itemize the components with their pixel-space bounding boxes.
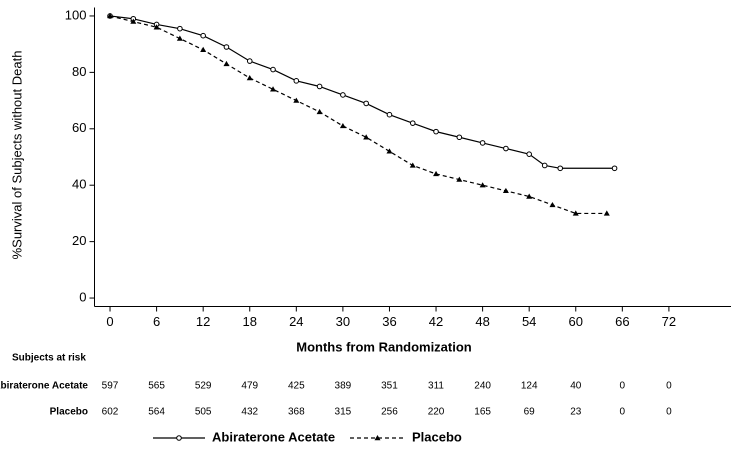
point bbox=[270, 86, 277, 92]
risk-count: 602 bbox=[102, 407, 119, 418]
point bbox=[456, 134, 463, 141]
point bbox=[433, 170, 440, 177]
risk-count: 23 bbox=[570, 407, 582, 418]
point bbox=[293, 97, 300, 103]
point bbox=[316, 83, 323, 90]
point bbox=[557, 165, 564, 172]
x-tick-label: 36 bbox=[382, 314, 396, 329]
risk-count: 124 bbox=[521, 381, 538, 392]
risk-count: 0 bbox=[620, 381, 626, 392]
point bbox=[541, 162, 548, 169]
point bbox=[177, 25, 183, 32]
point bbox=[433, 128, 439, 135]
x-tick-label: 18 bbox=[243, 314, 257, 329]
risk-count: 425 bbox=[288, 381, 305, 392]
risk-count: 0 bbox=[666, 381, 672, 392]
point bbox=[549, 201, 556, 208]
point bbox=[246, 58, 253, 64]
x-tick-label: 6 bbox=[153, 314, 160, 329]
x-axis-label: Months from Randomization bbox=[296, 339, 472, 354]
point bbox=[572, 210, 579, 216]
y-tick-label: 60 bbox=[72, 120, 86, 135]
point bbox=[479, 140, 486, 146]
risk-count: 389 bbox=[335, 381, 352, 392]
survival-line bbox=[109, 15, 615, 169]
y-tick-label: 0 bbox=[79, 289, 86, 304]
point bbox=[456, 176, 463, 182]
y-tick-label: 100 bbox=[65, 7, 87, 22]
x-tick-label: 0 bbox=[106, 314, 113, 329]
x-tick-label: 48 bbox=[475, 314, 489, 329]
point bbox=[270, 66, 276, 73]
x-tick-label: 12 bbox=[196, 314, 210, 329]
point bbox=[339, 122, 346, 129]
x-tick-label: 60 bbox=[569, 314, 583, 329]
risk-count: 597 bbox=[102, 381, 119, 392]
risk-count: 0 bbox=[666, 407, 672, 418]
x-tick-label: 72 bbox=[662, 314, 676, 329]
point bbox=[386, 111, 393, 118]
risk-count: 565 bbox=[148, 381, 165, 392]
risk-count: 564 bbox=[148, 407, 165, 418]
risk-count: 315 bbox=[335, 407, 352, 418]
point bbox=[223, 44, 230, 50]
point bbox=[611, 165, 618, 172]
risk-count: 529 bbox=[195, 381, 212, 392]
survival-line bbox=[109, 15, 607, 215]
risk-row-label: Abiraterone Acetate bbox=[0, 381, 88, 392]
risk-count: 351 bbox=[381, 381, 398, 392]
point bbox=[603, 210, 610, 216]
point bbox=[316, 108, 323, 115]
x-tick-label: 24 bbox=[289, 314, 303, 329]
point bbox=[130, 18, 137, 24]
point bbox=[409, 162, 416, 168]
risk-count: 256 bbox=[381, 407, 398, 418]
risk-count: 165 bbox=[474, 407, 491, 418]
point bbox=[153, 24, 160, 30]
point bbox=[293, 78, 300, 84]
x-tick-label: 54 bbox=[522, 314, 536, 329]
x-tick-label: 66 bbox=[615, 314, 629, 329]
point bbox=[503, 145, 509, 152]
y-tick-label: 40 bbox=[72, 177, 86, 192]
point bbox=[340, 92, 346, 98]
point bbox=[386, 148, 393, 154]
x-tick-label: 30 bbox=[336, 314, 350, 329]
risk-count: 368 bbox=[288, 407, 305, 418]
point bbox=[246, 75, 253, 81]
point bbox=[526, 151, 532, 157]
risk-count: 311 bbox=[428, 381, 444, 392]
legend-label: Abiraterone Acetate bbox=[212, 429, 335, 444]
point bbox=[107, 12, 114, 19]
point bbox=[526, 193, 533, 199]
legend-label: Placebo bbox=[412, 429, 462, 444]
risk-count: 40 bbox=[570, 381, 582, 392]
y-tick-label: 20 bbox=[72, 233, 86, 248]
risk-count: 0 bbox=[620, 407, 626, 418]
point bbox=[502, 187, 509, 194]
risk-row-label: Placebo bbox=[50, 407, 88, 418]
point bbox=[176, 35, 183, 41]
y-tick-label: 80 bbox=[72, 64, 86, 79]
x-tick-label: 42 bbox=[429, 314, 443, 329]
point bbox=[200, 46, 207, 53]
risk-count: 432 bbox=[241, 407, 258, 418]
point bbox=[363, 100, 369, 107]
risk-table-title: Subjects at risk bbox=[12, 353, 86, 364]
point bbox=[479, 182, 486, 188]
risk-count: 69 bbox=[524, 407, 536, 418]
point bbox=[223, 60, 230, 67]
risk-count: 505 bbox=[195, 407, 212, 418]
legend-marker bbox=[374, 435, 381, 441]
risk-count: 240 bbox=[474, 381, 491, 392]
point bbox=[200, 32, 206, 39]
risk-count: 479 bbox=[241, 381, 258, 392]
legend-marker bbox=[176, 435, 182, 441]
y-axis-label: %Survival of Subjects without Death bbox=[9, 51, 24, 260]
risk-count: 220 bbox=[428, 407, 445, 418]
point bbox=[363, 134, 370, 140]
point bbox=[409, 120, 416, 126]
